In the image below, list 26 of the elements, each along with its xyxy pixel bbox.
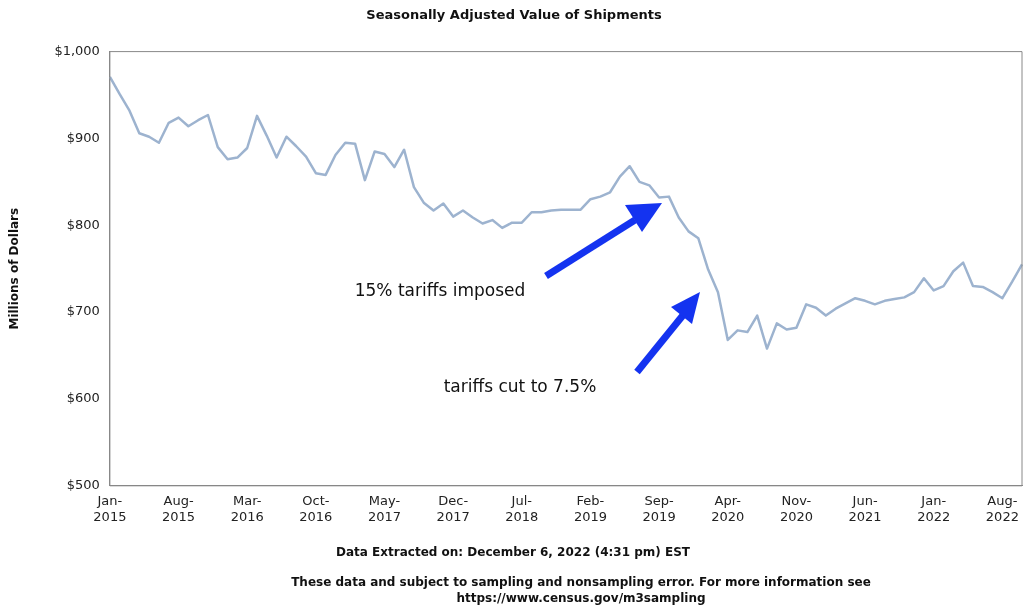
annotation: tariffs cut to 7.5% — [443, 376, 597, 397]
x-tick-label: Feb-2019 — [573, 492, 608, 524]
x-tick-label: May-2017 — [367, 492, 402, 524]
y-tick-label: $900 — [66, 129, 100, 145]
text: Data Extracted on: December 6, 2022 (4:31 pm) EST — [336, 545, 691, 560]
text: These data and subject to sampling and nonsampling error. For more information see https://www.census.gov/m3sampling — [291, 575, 871, 606]
y-tick-label: $600 — [66, 390, 100, 406]
y-tick-label: $500 — [66, 477, 100, 493]
x-tick-label: Dec-2017 — [436, 492, 470, 524]
x-tick-label: Sep-2019 — [642, 492, 676, 524]
chart-title: Seasonally Adjusted Value of Shipments — [366, 7, 662, 23]
y-tick-label: $1,000 — [54, 42, 100, 58]
x-tick-label: Jul-2018 — [505, 492, 539, 524]
x-tick-label: Jun-2021 — [848, 492, 882, 524]
x-tick-label: Apr-2020 — [711, 492, 745, 524]
y-tick-label: $700 — [66, 303, 100, 319]
x-tick-label: Oct-2016 — [299, 492, 333, 524]
annotation: 15% tariffs imposed — [354, 280, 526, 301]
y-axis-title: Millions of Dollars — [7, 207, 22, 330]
x-tick-label: Nov-2020 — [779, 492, 813, 524]
x-tick-label: Jan-2015 — [93, 492, 127, 524]
x-tick-label: Aug-2015 — [161, 492, 196, 524]
x-tick-label: Aug-2022 — [985, 492, 1019, 524]
x-tick-label: Jan-2022 — [917, 492, 951, 524]
x-tick-label: Mar-2016 — [230, 492, 264, 524]
y-tick-label: $800 — [66, 216, 100, 232]
